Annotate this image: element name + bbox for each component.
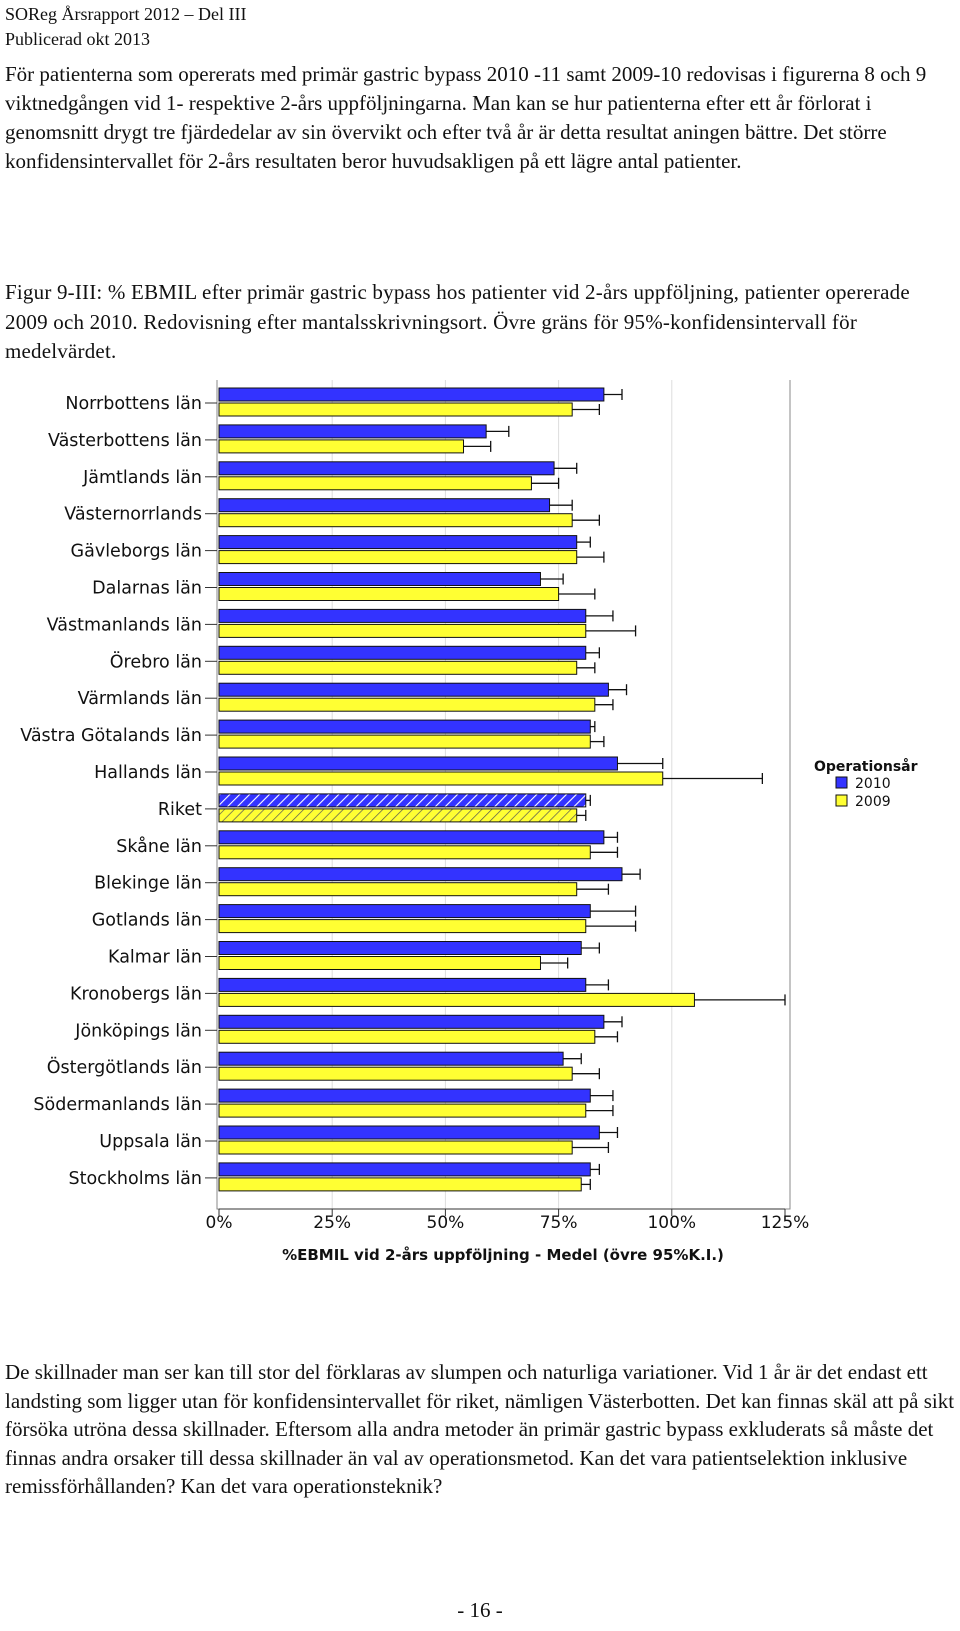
bar-2010 [219, 462, 554, 475]
page-number: - 16 - [0, 1598, 960, 1623]
bar-2010 [219, 1089, 590, 1102]
category-label: Blekinge län [94, 874, 202, 894]
bar-2009 [219, 588, 559, 601]
category-label: Dalarnas län [92, 579, 202, 599]
category-label: Västerbottens län [48, 431, 202, 451]
bar-2009 [219, 957, 540, 970]
category-label: Västra Götalands län [20, 726, 202, 746]
bar-2010 [219, 609, 586, 622]
bar-2009 [219, 1104, 586, 1117]
x-axis-title: %EBMIL vid 2-års uppföljning - Medel (öv… [282, 1246, 724, 1264]
bar-2009 [219, 624, 586, 637]
publication-date: Publicerad okt 2013 [5, 27, 246, 52]
legend-swatch-2010 [836, 777, 847, 788]
bar-2009 [219, 440, 464, 453]
category-label: Hallands län [94, 763, 202, 783]
bar-2010 [219, 1163, 590, 1176]
bar-2010 [219, 1015, 604, 1028]
bar-2009 [219, 993, 694, 1006]
legend: Operationsår 2010 2009 [814, 758, 918, 810]
bar-2010 [219, 646, 586, 659]
category-label: Värmlands län [78, 689, 202, 709]
category-label: Gotlands län [92, 911, 202, 931]
bar-2010 [219, 978, 586, 991]
bar-2010 [219, 794, 586, 807]
bar-2009 [219, 551, 577, 564]
bar-2009 [219, 772, 663, 785]
bar-2010 [219, 757, 617, 770]
bar-2009 [219, 403, 572, 416]
category-label: Örebro län [110, 650, 202, 672]
bar-2010 [219, 1126, 599, 1139]
category-label: Skåne län [116, 836, 202, 857]
bar-2009 [219, 883, 577, 896]
discussion-paragraph: De skillnader man ser kan till stor del … [5, 1358, 955, 1501]
category-label: Gävleborgs län [71, 542, 202, 562]
category-label: Norrbottens län [65, 394, 202, 414]
category-label: Västmanlands län [47, 615, 202, 635]
category-label: Västernorrlands [64, 505, 202, 525]
legend-label-2010: 2010 [855, 776, 891, 792]
bar-2010 [219, 1052, 563, 1065]
bar-2009 [219, 1178, 581, 1191]
bar-2009 [219, 661, 577, 674]
bar-2010 [219, 831, 604, 844]
bar-2009 [219, 1141, 572, 1154]
category-label: Jämtlands län [82, 468, 202, 488]
bar-2010 [219, 720, 590, 733]
category-label: Stockholms län [69, 1169, 203, 1189]
category-label: Jönköpings län [74, 1021, 202, 1041]
category-label: Kalmar län [108, 948, 202, 968]
x-tick-label: 125% [761, 1213, 810, 1233]
bar-2010 [219, 536, 577, 549]
bar-2010 [219, 388, 604, 401]
category-label: Uppsala län [99, 1132, 202, 1152]
category-label: Östergötlands län [47, 1056, 202, 1078]
bar-2010 [219, 905, 590, 918]
legend-title: Operationsår [814, 758, 918, 775]
bar-2009 [219, 698, 595, 711]
bar-2010 [219, 683, 608, 696]
bar-2010 [219, 868, 622, 881]
bar-2010 [219, 942, 581, 955]
bar-2009 [219, 920, 586, 933]
x-tick-label: 50% [427, 1213, 465, 1233]
bar-2009 [219, 514, 572, 527]
category-label: Södermanlands län [33, 1095, 202, 1115]
bar-2009 [219, 1030, 595, 1043]
bar-2009 [219, 809, 577, 822]
bar-2010 [219, 499, 550, 512]
bar-2010 [219, 425, 486, 438]
bar-2010 [219, 573, 540, 586]
bar-2009 [219, 477, 531, 490]
bar-2009 [219, 735, 590, 748]
report-title: SOReg Årsrapport 2012 – Del III [5, 2, 246, 27]
category-label: Kronobergs län [70, 984, 202, 1004]
figure-caption: Figur 9-III: % EBMIL efter primär gastri… [5, 278, 955, 367]
bar-2009 [219, 1067, 572, 1080]
x-tick-label: 100% [647, 1213, 696, 1233]
page-header: SOReg Årsrapport 2012 – Del III Publicer… [5, 2, 246, 52]
legend-swatch-2009 [836, 795, 847, 806]
x-tick-label: 25% [313, 1213, 351, 1233]
x-tick-label: 0% [206, 1213, 233, 1233]
x-tick-label: 75% [540, 1213, 578, 1233]
category-label: Riket [158, 800, 202, 820]
ebmil-bar-chart: Norrbottens län Västerbottens län Jämtland… [0, 380, 960, 1320]
legend-label-2009: 2009 [855, 794, 891, 810]
bar-2009 [219, 846, 590, 859]
intro-paragraph: För patienterna som opererats med primär… [5, 60, 955, 176]
